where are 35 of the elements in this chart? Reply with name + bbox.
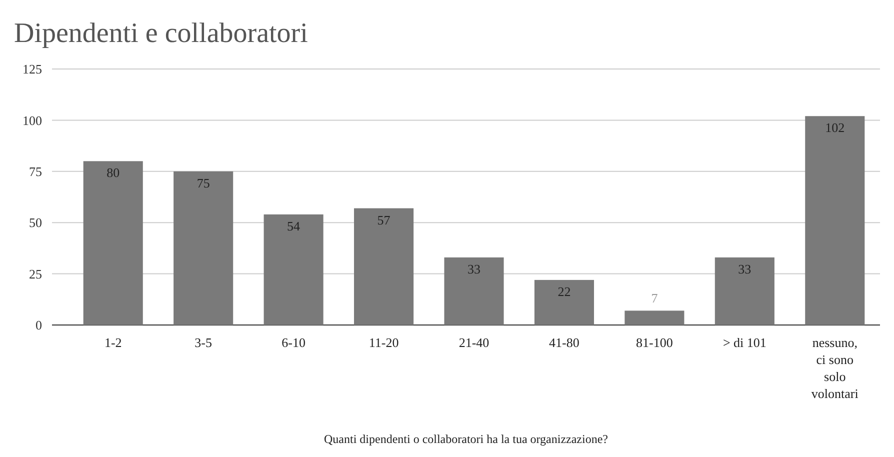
bar xyxy=(534,280,594,325)
data-label: 33 xyxy=(738,261,752,276)
y-tick-label: 100 xyxy=(22,112,42,128)
data-label: 57 xyxy=(377,212,391,228)
data-label: 7 xyxy=(651,290,658,306)
x-tick-label: 3-5 xyxy=(194,335,212,350)
data-label: 80 xyxy=(106,165,120,180)
bar xyxy=(805,116,865,325)
y-tick-label: 25 xyxy=(29,266,42,282)
y-tick-label: 75 xyxy=(29,164,42,179)
y-tick-label: 125 xyxy=(22,62,42,77)
x-tick-label: 81-100 xyxy=(636,335,673,350)
y-tick-label: 0 xyxy=(36,318,42,333)
bar xyxy=(174,171,234,325)
data-label: 54 xyxy=(287,218,301,234)
y-tick-label: 50 xyxy=(29,215,42,230)
x-tick-label: 11-20 xyxy=(368,335,399,350)
data-label: 22 xyxy=(558,284,571,299)
x-tick-label: 6-10 xyxy=(282,335,306,350)
x-tick-label: > di 101 xyxy=(722,335,766,350)
data-label: 75 xyxy=(196,175,210,190)
bar xyxy=(83,161,143,325)
x-axis-title: Quanti dipendenti o collaboratori ha la tua organizzazione? xyxy=(324,432,608,446)
bar xyxy=(264,214,324,325)
data-label: 33 xyxy=(468,261,480,276)
bar xyxy=(714,257,774,325)
x-tick-label: nessuno, ci sono solo volontari xyxy=(811,335,859,401)
x-tick-label: 41-80 xyxy=(549,335,580,350)
bar xyxy=(624,310,684,325)
bar xyxy=(444,257,504,325)
data-label: 102 xyxy=(825,120,845,136)
x-tick-label: 21-40 xyxy=(458,335,490,350)
x-tick-label: 1-2 xyxy=(104,335,122,350)
chart-title: Dipendenti e collaboratori xyxy=(14,18,308,49)
bar xyxy=(354,208,414,325)
